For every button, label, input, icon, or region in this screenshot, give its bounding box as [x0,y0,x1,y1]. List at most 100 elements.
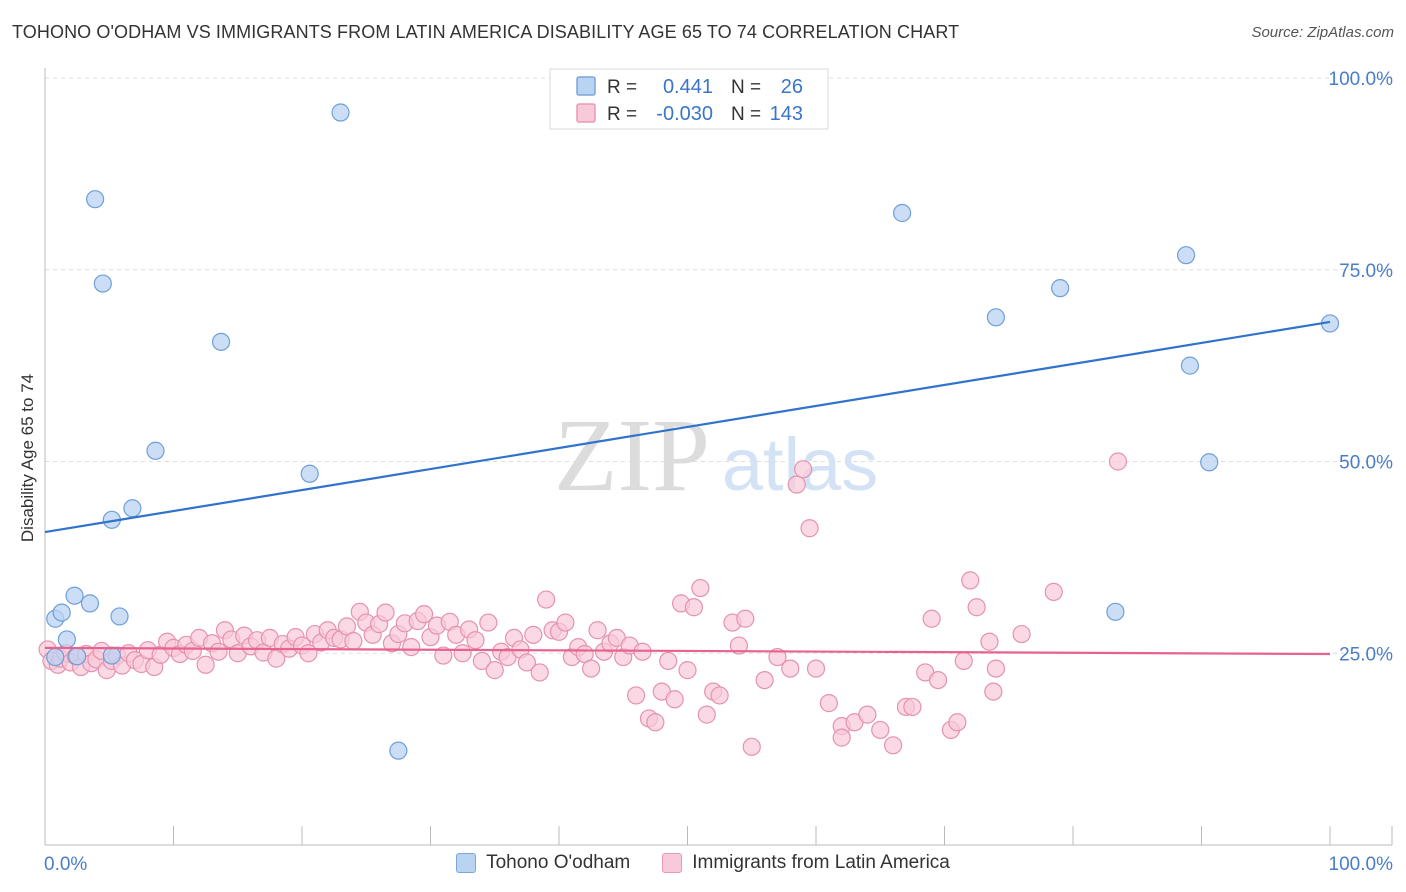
tohono-point [146,441,165,460]
latin-america-point [684,598,704,617]
tohono-point [892,203,912,223]
latin-america-point [800,519,819,538]
legend-r-value-1: 0.441 [663,76,713,98]
latin-america-point [1108,452,1128,471]
legend-label-latin: Immigrants from Latin America [692,852,950,873]
legend-n-label-2: N = [731,104,761,125]
latin-america-point [1044,582,1063,601]
tohono-point [1051,279,1070,298]
tohono-point [331,103,350,122]
latin-america-point [582,659,601,678]
legend-n-value-2: 143 [770,103,803,125]
legend-n-label-1: N = [731,77,761,98]
latin-america-point [903,697,922,717]
source-label: Source: ZipAtlas.com [1251,24,1394,41]
latin-america-point [1012,624,1031,644]
tohono-point [57,630,76,649]
latin-america-trend-line [44,646,1331,656]
legend-swatch [456,853,477,873]
latin-america-point [588,621,607,640]
trend-lines [44,320,1331,656]
latin-america-point [665,690,684,709]
latin-america-point [742,737,761,756]
tohono-point [986,308,1006,327]
latin-america-point [209,642,228,661]
latin-america-point [434,646,453,665]
latin-america-point [787,475,806,494]
latin-america-point [466,631,485,650]
y-tick-label: 50.0% [1339,453,1393,474]
latin-america-point [806,659,826,678]
latin-america-point [980,632,999,651]
tohono-point [1180,356,1200,375]
latin-america-point [954,651,973,671]
latin-america-point [871,720,890,740]
tohono-point [52,603,71,622]
tohono-point [211,332,231,351]
latin-america-point [472,651,491,671]
latin-america-point [819,694,838,713]
latin-america-point [928,670,948,690]
latin-america-point [376,603,395,622]
latin-america-point [967,598,986,617]
legend-n-value-1: 26 [781,76,803,98]
latin-america-point [524,625,543,644]
watermark: ZIP atlas [554,398,878,513]
latin-america-point [646,713,665,732]
latin-america-point [196,655,215,674]
legend-r-label-2: R = [607,104,637,125]
legend-swatch-tohono [576,76,596,96]
latin-america-point [517,653,536,672]
latin-america-point [344,631,363,651]
tohono-point [1106,602,1125,621]
latin-america-point [414,605,434,624]
y-tick-label: 100.0% [1329,69,1394,90]
latin-america-point [883,736,903,755]
latin-america-point [556,613,575,632]
x-tick-label: 100.0% [1329,854,1394,875]
tohono-trend-line [44,320,1331,534]
y-tick-label: 75.0% [1339,261,1393,282]
watermark-zip: ZIP [554,398,710,513]
tick-labels: 25.0% 50.0% 75.0% 100.0% 0.0% 100.0% [44,69,1393,875]
tohono-point [46,647,65,667]
legend-label-tohono: Tohono O'odham [486,852,631,873]
legend-item-tohono: Tohono O'odham [456,852,630,874]
y-axis-label: Disability Age 65 to 74 [18,374,37,542]
tohono-point [300,464,319,483]
latin-america-point [948,713,967,732]
chart-title: TOHONO O'ODHAM VS IMMIGRANTS FROM LATIN … [12,22,960,42]
tohono-point [80,594,100,613]
latin-america-point [729,636,749,655]
latin-america-point [755,670,774,690]
latin-america-point [858,705,877,724]
legend-top: R = 0.441 N = 26 R = -0.030 N = 143 [549,68,829,130]
latin-america-point [736,609,755,628]
tohono-points [46,103,1340,760]
latin-america-point [537,590,556,609]
legend-swatch-latin [576,103,596,123]
tohono-point [102,646,121,665]
latin-america-point [781,659,800,678]
tohono-point [1176,246,1196,265]
latin-america-point [697,705,716,724]
latin-america-points [38,452,1128,756]
latin-america-point [961,571,980,590]
latin-america-point [659,651,678,671]
tohono-point [93,274,112,293]
latin-america-point [402,638,421,657]
x-tick-label: 0.0% [44,854,87,875]
legend-swatch [662,853,683,873]
latin-america-point [922,609,941,628]
latin-america-point [832,728,851,747]
latin-america-point [984,682,1003,701]
tohono-point [389,741,408,760]
legend-bottom: Tohono O'odham Immigrants from Latin Ame… [0,852,1406,874]
axes [44,68,1393,846]
latin-america-point [710,686,729,705]
y-tick-label: 25.0% [1339,644,1393,665]
tohono-point [123,499,142,518]
latin-america-point [479,613,498,632]
latin-america-point [626,686,646,705]
